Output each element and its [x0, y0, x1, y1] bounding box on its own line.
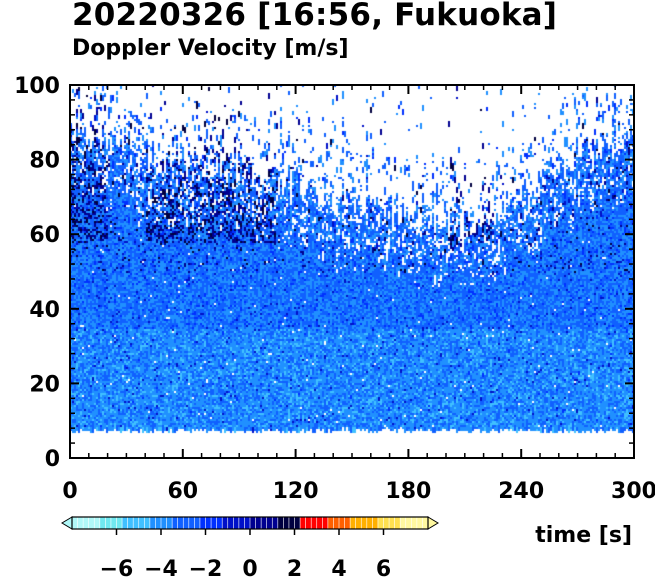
y-tick-label: 80	[29, 149, 60, 174]
colorbar-segment	[244, 516, 251, 530]
colorbar-segment	[366, 516, 373, 530]
colorbar-segment	[299, 516, 307, 530]
colorbar-segment	[249, 516, 257, 530]
colorbar-segment	[283, 516, 290, 530]
colorbar-segment	[388, 516, 396, 530]
colorbar-segment	[233, 516, 240, 530]
colorbar-segment	[205, 516, 212, 530]
colorbar-segment	[333, 516, 340, 530]
x-tick-label: 240	[498, 479, 544, 504]
colorbar-segment	[121, 516, 129, 530]
chart-title: 20220326 [16:56, Fukuoka]	[72, 0, 558, 33]
colorbar-segment	[238, 516, 246, 530]
colorbar-segment	[177, 516, 184, 530]
colorbar-segment	[116, 516, 123, 530]
x-tick-label: 120	[273, 479, 319, 504]
colorbar-tick-label: 4	[331, 557, 346, 577]
x-tick-label: 0	[62, 479, 77, 504]
colorbar-segment	[344, 516, 351, 530]
colorbar-segment	[160, 516, 168, 530]
colorbar-tick-label: 2	[287, 557, 302, 577]
colorbar-segment	[394, 516, 401, 530]
colorbar-segment	[127, 516, 134, 530]
y-tick-label: 100	[14, 74, 60, 99]
colorbar-segment	[188, 516, 195, 530]
colorbar-tick-label: 6	[376, 557, 391, 577]
colorbar-segment	[260, 516, 268, 530]
colorbar-segment	[383, 516, 390, 530]
colorbar-segment	[294, 516, 301, 530]
colorbar-segment	[71, 516, 79, 530]
colorbar-segment	[88, 516, 95, 530]
colorbar-min-arrow	[61, 516, 73, 530]
colorbar-segment	[166, 516, 173, 530]
colorbar-segment	[266, 516, 273, 530]
y-tick-label: 0	[45, 447, 60, 472]
colorbar-segment	[255, 516, 262, 530]
colorbar-segment	[405, 516, 412, 530]
x-tick-label: 60	[167, 479, 198, 504]
colorbar-segment	[377, 516, 385, 530]
colorbar-segment	[338, 516, 346, 530]
colorbar-segment	[182, 516, 190, 530]
heatmap-raster	[70, 85, 634, 458]
x-axis-label: time [s]	[535, 523, 632, 548]
colorbar-segment	[221, 516, 229, 530]
colorbar-segment	[171, 516, 179, 530]
colorbar-segment	[110, 516, 118, 530]
colorbar-segment	[138, 516, 145, 530]
colorbar-tick-label: −2	[189, 557, 223, 577]
colorbar-segment	[93, 516, 101, 530]
colorbar-segment	[327, 516, 335, 530]
x-tick-label: 180	[385, 479, 431, 504]
y-tick-label: 40	[29, 298, 60, 323]
colorbar-segment	[105, 516, 112, 530]
colorbar-segment	[416, 516, 424, 530]
colorbar-segment	[82, 516, 90, 530]
colorbar-segment	[271, 516, 279, 530]
colorbar-segment	[349, 516, 357, 530]
colorbar-segment	[144, 516, 151, 530]
y-tick-label: 20	[29, 372, 60, 397]
colorbar-tick-label: 0	[242, 557, 257, 577]
colorbar-segment	[227, 516, 234, 530]
colorbar-segment	[77, 516, 84, 530]
colorbar-segment	[99, 516, 106, 530]
colorbar-tick-label: −6	[100, 557, 134, 577]
x-tick-label: 300	[611, 479, 655, 504]
colorbar-segment	[372, 516, 379, 530]
colorbar-segment	[155, 516, 162, 530]
colorbar-segment	[216, 516, 223, 530]
colorbar-segment	[360, 516, 368, 530]
colorbar-segment	[355, 516, 362, 530]
colorbar-segment	[132, 516, 140, 530]
colorbar-max-arrow	[427, 516, 439, 530]
colorbar-segment	[277, 516, 284, 530]
colorbar-segment	[305, 516, 312, 530]
colorbar-segment	[399, 516, 407, 530]
colorbar-segment	[411, 516, 418, 530]
chart-subtitle: Doppler Velocity [m/s]	[72, 36, 349, 61]
colorbar-segment	[210, 516, 218, 530]
colorbar-segment	[194, 516, 201, 530]
colorbar-segment	[316, 516, 323, 530]
colorbar-tick-label: −4	[144, 557, 178, 577]
y-tick-label: 60	[29, 223, 60, 248]
colorbar-segment	[322, 516, 329, 530]
colorbar-segment	[288, 516, 296, 530]
colorbar-segment	[310, 516, 318, 530]
colorbar-segment	[149, 516, 157, 530]
colorbar-segment	[199, 516, 207, 530]
